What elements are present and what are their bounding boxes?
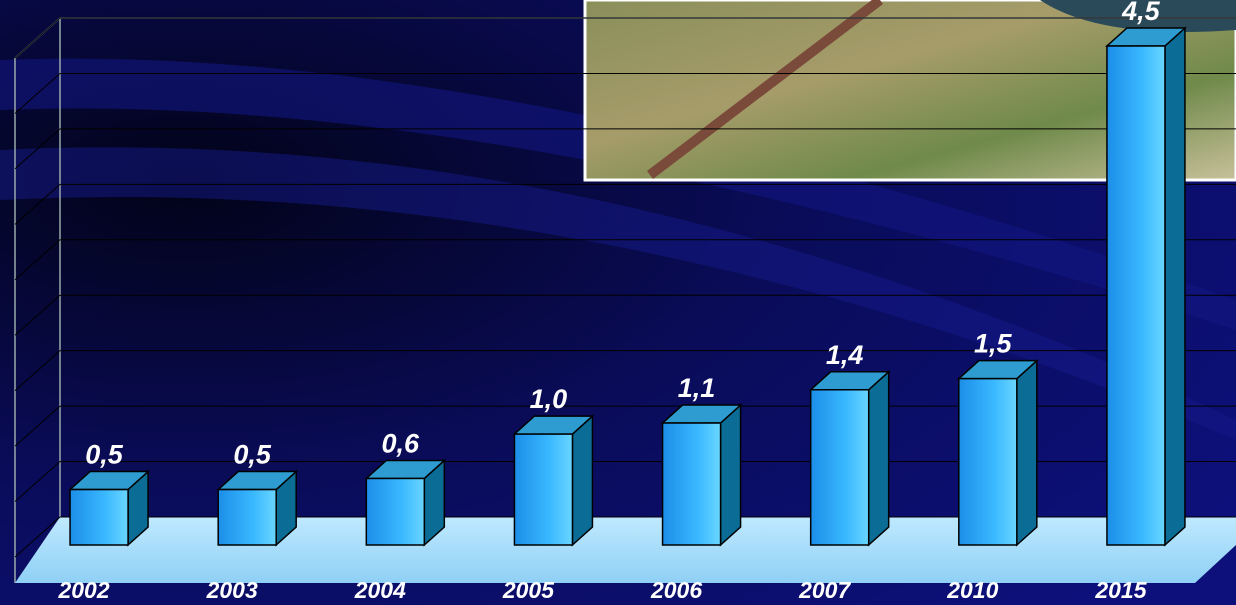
floor [15, 517, 1236, 583]
x-tick-label: 2003 [206, 577, 258, 603]
grid-line-side [14, 516, 61, 558]
grid-line-side [14, 350, 61, 392]
x-tick-label: 2005 [502, 577, 555, 603]
grid-line-side [14, 17, 61, 59]
value-label: 0,6 [382, 428, 421, 458]
bar-side [571, 414, 594, 547]
photo-water [1040, 0, 1236, 32]
grid-line-side [14, 239, 61, 281]
value-label: 0,5 [85, 440, 124, 470]
grid-line-side [14, 128, 61, 170]
bar-side [1164, 26, 1186, 547]
bar [661, 422, 722, 546]
value-label: 1,5 [974, 329, 1013, 359]
bar [69, 488, 129, 546]
x-tick-label: 2010 [946, 577, 998, 603]
bar [365, 477, 426, 546]
grid-line-side [14, 183, 61, 225]
grid-line-side [14, 73, 61, 114]
bar [1106, 45, 1166, 546]
grid-line-side [14, 405, 61, 447]
photo-train [646, 0, 884, 179]
x-tick-label: 2007 [798, 577, 851, 603]
swoosh [0, 147, 1236, 441]
x-tick-label: 2004 [354, 577, 406, 603]
bar-side [867, 370, 890, 547]
bar-side [719, 403, 742, 547]
x-tick-label: 2015 [1094, 577, 1147, 603]
value-label: 4,5 [1121, 0, 1161, 26]
x-tick-label: 2006 [650, 577, 702, 603]
bar [217, 488, 277, 546]
grid-line-side [14, 461, 61, 502]
bar [809, 389, 870, 546]
bar-side [1016, 358, 1038, 547]
bar [958, 377, 1018, 546]
value-label: 1,1 [678, 373, 716, 403]
grid-line-side [14, 294, 61, 336]
swoosh [0, 58, 1236, 330]
x-tick-label: 2002 [57, 577, 109, 603]
value-label: 1,0 [530, 384, 568, 414]
bar [513, 433, 574, 546]
value-label: 1,4 [826, 340, 864, 370]
value-label: 0,5 [233, 440, 272, 470]
